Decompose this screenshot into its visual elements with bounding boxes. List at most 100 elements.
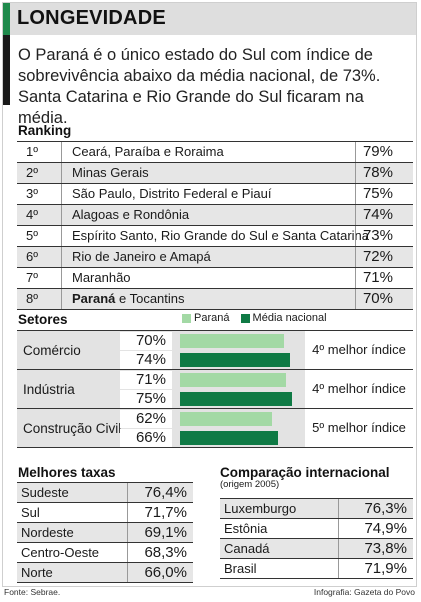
ranking-row: 7º Maranhão 71% xyxy=(17,267,413,288)
table-row: Estônia 74,9% xyxy=(220,518,413,538)
ranking-row: 3º São Paulo, Distrito Federal e Piauí 7… xyxy=(17,183,413,204)
region-value: 76,4% xyxy=(144,484,187,501)
melhores-heading: Melhores taxas xyxy=(18,465,116,480)
intro-text: O Paraná é o único estado do Sul com índ… xyxy=(18,46,381,127)
ranking-row: 8º Paraná e Tocantins 70% xyxy=(17,288,413,310)
title-bar: LONGEVIDADE xyxy=(3,3,416,35)
bar-value-label: 74% xyxy=(120,351,172,369)
bar-value-label: 70% xyxy=(120,332,172,350)
sector-divider xyxy=(17,408,413,409)
bar-parana xyxy=(180,373,286,387)
table-row: Luxemburgo 76,3% xyxy=(220,498,413,518)
ranking-value: 74% xyxy=(362,206,393,223)
country-name: Luxemburgo xyxy=(224,501,297,516)
region-name: Sul xyxy=(21,505,40,520)
region-name: Sudeste xyxy=(21,485,69,500)
bar-value-label: 62% xyxy=(120,410,172,428)
bar-media-nacional xyxy=(180,392,292,406)
ranking-value: 72% xyxy=(362,248,393,265)
region-value: 66,0% xyxy=(144,564,187,581)
country-value: 73,8% xyxy=(364,540,407,557)
region-value: 68,3% xyxy=(144,544,187,561)
ranking-position: 1º xyxy=(26,144,38,159)
country-name: Canadá xyxy=(224,541,270,556)
ranking-states: Alagoas e Rondônia xyxy=(72,207,190,222)
country-value: 76,3% xyxy=(364,500,407,517)
country-name: Estônia xyxy=(224,521,268,536)
region-name: Nordeste xyxy=(21,525,74,540)
ranking-position: 5º xyxy=(26,228,38,243)
ranking-heading: Ranking xyxy=(18,123,72,138)
ranking-value: 71% xyxy=(362,269,393,286)
country-value: 74,9% xyxy=(364,520,407,537)
country-value: 71,9% xyxy=(364,560,407,577)
bar-value-label: 71% xyxy=(120,371,172,389)
comparacao-subheading: (origem 2005) xyxy=(220,479,280,490)
table-row: Norte 66,0% xyxy=(17,562,193,583)
intro-accent xyxy=(3,35,10,105)
ranking-value: 75% xyxy=(362,185,393,202)
bar-parana xyxy=(180,334,284,348)
table-row: Canadá 73,8% xyxy=(220,538,413,558)
infographic-frame xyxy=(2,2,417,587)
ranking-states: Espírito Santo, Rio Grande do Sul e Sant… xyxy=(72,228,370,243)
legend-item-media: Média nacional xyxy=(240,312,327,324)
ranking-table: 1º Ceará, Paraíba e Roraima 79% 2º Minas… xyxy=(17,141,413,310)
ranking-states: Paraná e Tocantins xyxy=(72,291,185,306)
ranking-states: Minas Gerais xyxy=(72,165,149,180)
ranking-position: 4º xyxy=(26,207,38,222)
ranking-row: 6º Rio de Janeiro e Amapá 72% xyxy=(17,246,413,267)
legend-item-parana: Paraná xyxy=(182,312,229,324)
sector-divider xyxy=(17,330,413,331)
sector-label: Comércio xyxy=(23,343,81,358)
melhores-table: Sudeste 76,4% Sul 71,7% Nordeste 69,1% Cent… xyxy=(17,482,193,583)
table-row: Nordeste 69,1% xyxy=(17,522,193,542)
region-value: 71,7% xyxy=(144,504,187,521)
region-name: Norte xyxy=(21,565,53,580)
legend-swatch xyxy=(240,313,250,323)
table-row: Centro-Oeste 68,3% xyxy=(17,542,193,562)
ranking-highlight: Paraná xyxy=(72,291,116,306)
sector-rank-annotation: 4º melhor índice xyxy=(305,331,413,369)
ranking-states: São Paulo, Distrito Federal e Piauí xyxy=(72,186,272,201)
table-row: Brasil 71,9% xyxy=(220,558,413,579)
legend-label: Paraná xyxy=(194,312,230,324)
sector-divider xyxy=(17,447,413,448)
comparacao-table: Luxemburgo 76,3% Estônia 74,9% Canadá 73,8%… xyxy=(220,498,413,579)
ranking-states: Rio de Janeiro e Amapá xyxy=(72,249,211,264)
ranking-value: 79% xyxy=(362,143,393,160)
bar-media-nacional xyxy=(180,353,290,367)
ranking-position: 6º xyxy=(26,249,38,264)
ranking-value: 73% xyxy=(362,227,393,244)
legend-label: Média nacional xyxy=(252,312,327,324)
region-name: Centro-Oeste xyxy=(21,545,100,560)
ranking-row: 5º Espírito Santo, Rio Grande do Sul e S… xyxy=(17,225,413,246)
ranking-states: Ceará, Paraíba e Roraima xyxy=(72,144,224,159)
ranking-row: 2º Minas Gerais 78% xyxy=(17,162,413,183)
legend-swatch xyxy=(182,313,191,323)
country-name: Brasil xyxy=(224,561,257,576)
bar-parana xyxy=(180,412,272,426)
sector-divider xyxy=(17,369,413,370)
ranking-row: 1º Ceará, Paraíba e Roraima 79% xyxy=(17,141,413,162)
chart-title: Setores xyxy=(18,312,68,327)
sector-rank-annotation: 5º melhor índice xyxy=(305,409,413,447)
ranking-position: 3º xyxy=(26,186,38,201)
source-note: Fonte: Sebrae. xyxy=(4,587,61,597)
bar-value-label: 66% xyxy=(120,429,172,447)
ranking-states: Maranhão xyxy=(72,270,131,285)
region-value: 69,1% xyxy=(144,524,187,541)
page-title: LONGEVIDADE xyxy=(17,7,166,29)
chart-legend: Paraná Média nacional xyxy=(182,312,335,324)
ranking-position: 2º xyxy=(26,165,38,180)
ranking-states-rest: e Tocantins xyxy=(115,291,185,306)
sector-rank-annotation: 4º melhor índice xyxy=(305,370,413,408)
comparacao-heading: Comparação internacional xyxy=(220,465,390,480)
sector-label: Construção Civil xyxy=(23,421,122,436)
bar-media-nacional xyxy=(180,431,278,445)
ranking-value: 78% xyxy=(362,164,393,181)
sector-label: Indústria xyxy=(23,382,75,397)
table-row: Sul 71,7% xyxy=(17,502,193,522)
title-accent xyxy=(3,3,10,35)
table-row: Sudeste 76,4% xyxy=(17,482,193,502)
